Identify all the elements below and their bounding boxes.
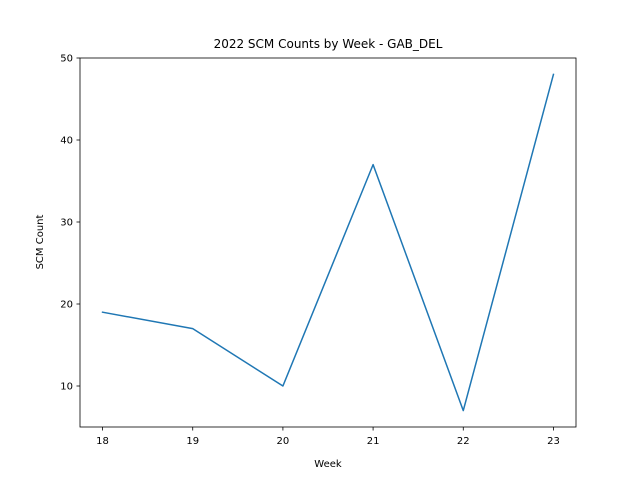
y-tick-label: 40 — [60, 136, 73, 147]
series-line — [101, 73, 555, 412]
axes-frame — [79, 57, 577, 428]
y-tick-label: 20 — [60, 300, 73, 311]
x-axis-label: Week — [314, 459, 342, 470]
y-axis: 10 20 30 40 50 — [60, 54, 80, 393]
y-tick-label: 30 — [60, 218, 73, 229]
y-tick-label: 10 — [60, 382, 73, 393]
chart-title: 2022 SCM Counts by Week - GAB_DEL — [214, 37, 443, 51]
plot-area — [101, 73, 555, 412]
x-tick-label: 19 — [186, 436, 199, 447]
x-tick-label: 22 — [457, 436, 470, 447]
y-tick-label: 50 — [60, 54, 73, 65]
x-tick-label: 21 — [367, 436, 380, 447]
x-tick-label: 18 — [96, 436, 109, 447]
x-axis: 18 19 20 21 22 23 — [96, 427, 560, 447]
y-axis-label: SCM Count — [35, 215, 46, 270]
x-tick-label: 20 — [277, 436, 290, 447]
x-tick-label: 23 — [547, 436, 560, 447]
